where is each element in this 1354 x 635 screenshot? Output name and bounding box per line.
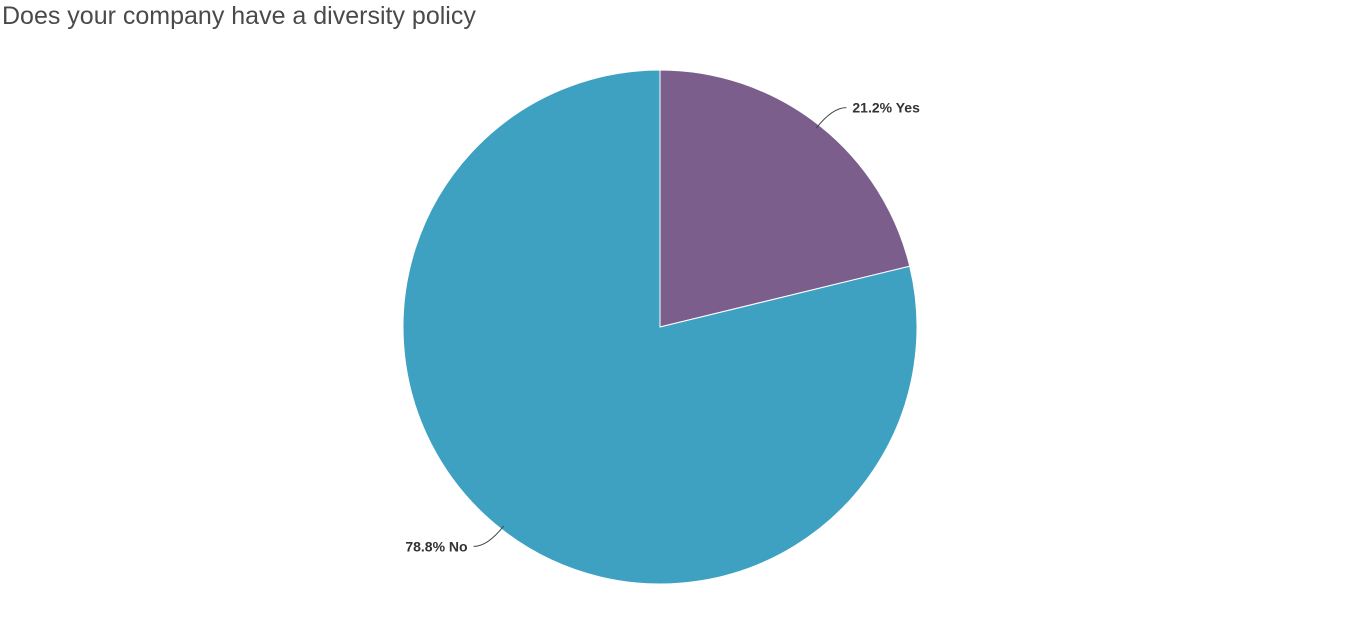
pie-labels: 21.2% Yes 78.8% No: [405, 100, 920, 555]
pie-slices: [402, 69, 918, 585]
leader-line-no: [473, 525, 505, 547]
leader-line-yes: [815, 107, 847, 129]
chart-title: Does your company have a diversity polic…: [2, 2, 476, 30]
slice-label-yes: 21.2% Yes: [852, 100, 920, 116]
slice-label-no: 78.8% No: [405, 538, 467, 554]
